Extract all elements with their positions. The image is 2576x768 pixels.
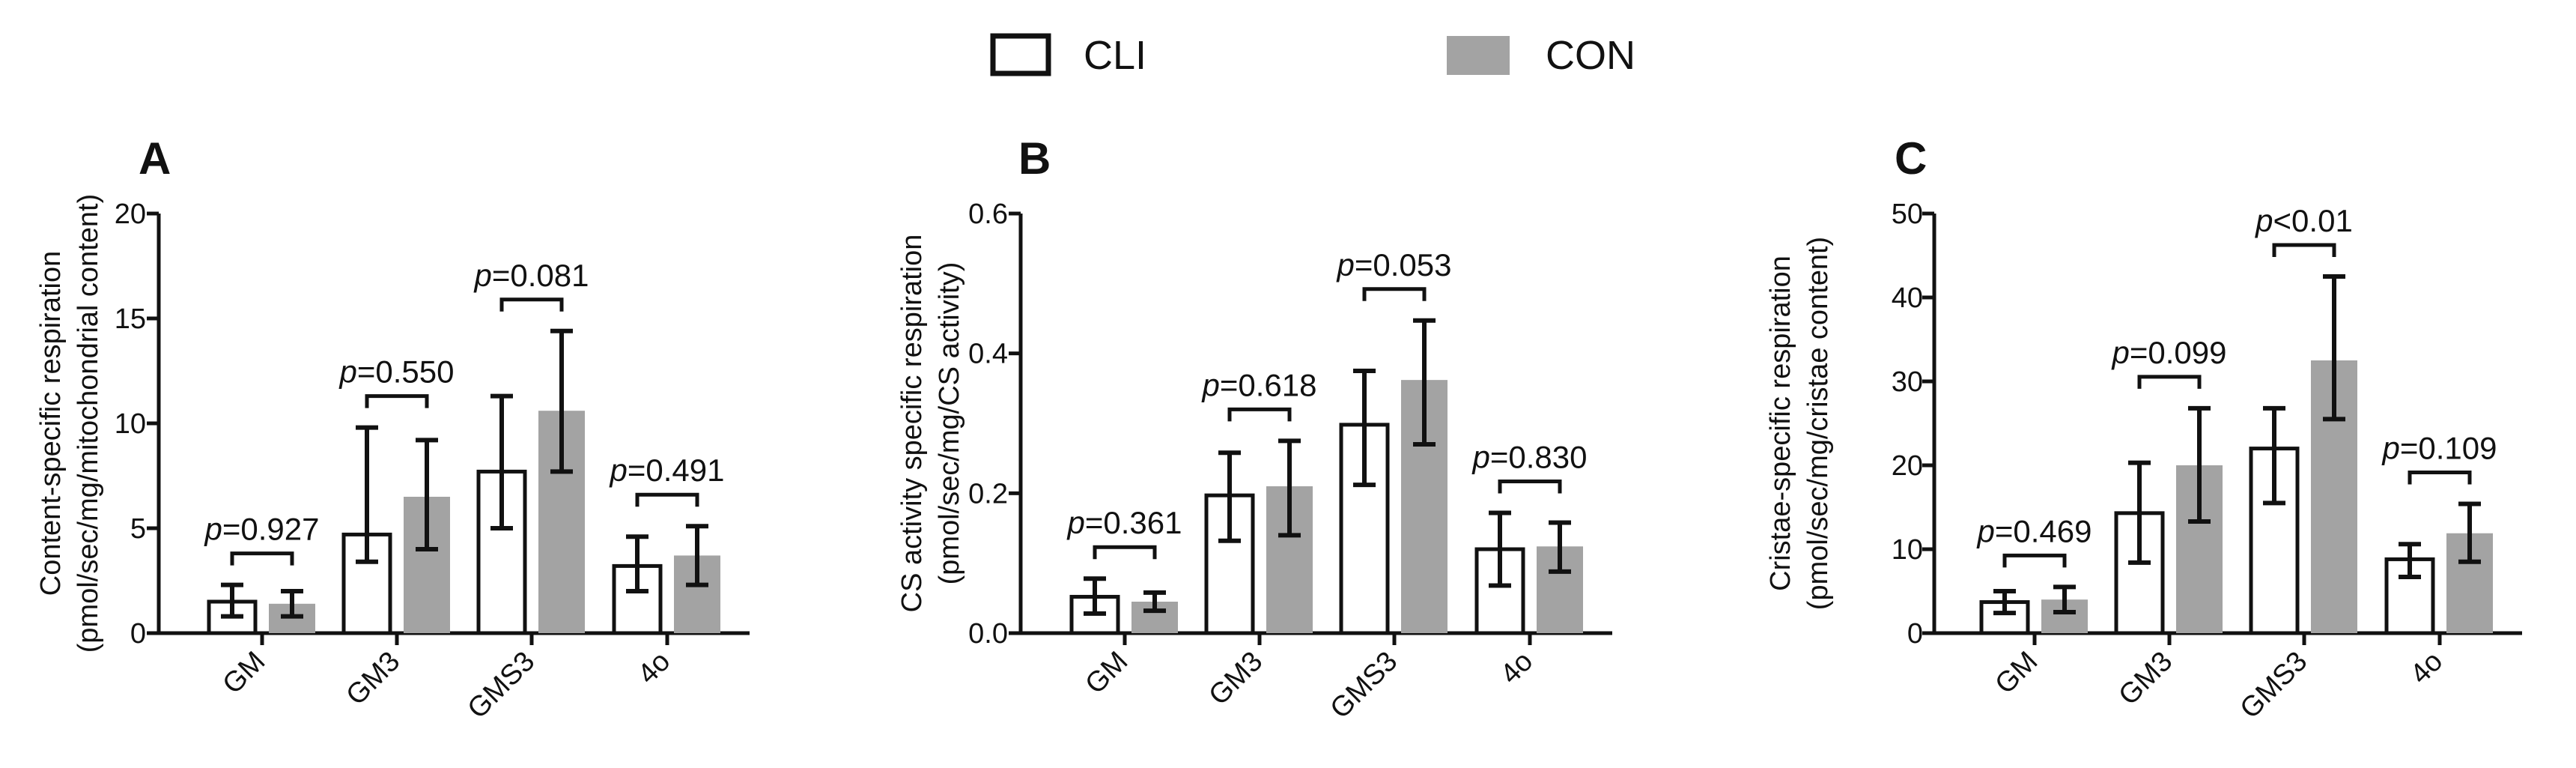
p-value-label: p=0.927 bbox=[204, 512, 320, 547]
significance-bracket bbox=[2272, 243, 2336, 257]
y-tick-label: 15 bbox=[115, 303, 146, 335]
x-tick-label: GM bbox=[216, 646, 271, 701]
p-value-label: p=0.618 bbox=[1201, 367, 1317, 402]
legend: CLI CON bbox=[990, 33, 1635, 78]
p-value-label: p=0.081 bbox=[473, 258, 589, 293]
y-tick-label: 0.2 bbox=[968, 478, 1008, 510]
y-tick-label: 30 bbox=[1892, 366, 1923, 398]
x-tick-label: GMS3 bbox=[2235, 646, 2314, 725]
legend-label-cli: CLI bbox=[1084, 33, 1146, 78]
y-tick-label: 0.4 bbox=[968, 339, 1008, 370]
p-value-label: p=0.109 bbox=[2381, 431, 2497, 466]
y-tick-label: 5 bbox=[130, 513, 146, 545]
x-tick-label: GMS3 bbox=[462, 646, 541, 725]
x-tick-label: GM3 bbox=[340, 646, 406, 712]
y-axis-label: Cristae-specific respiration bbox=[1765, 256, 1796, 591]
significance-bracket bbox=[365, 394, 429, 408]
p-value-label: p=0.550 bbox=[338, 354, 455, 390]
p-value-label: p=0.053 bbox=[1336, 247, 1452, 282]
panel-label: C bbox=[1895, 133, 1927, 184]
y-tick-label: 20 bbox=[1892, 450, 1923, 482]
y-tick-label: 0 bbox=[130, 618, 146, 650]
legend-swatch-con bbox=[1447, 36, 1510, 75]
significance-bracket bbox=[1093, 545, 1157, 560]
significance-bracket bbox=[499, 297, 564, 312]
significance-bracket bbox=[2002, 553, 2067, 568]
legend-label-con: CON bbox=[1546, 33, 1635, 78]
significance-bracket bbox=[1362, 287, 1427, 301]
significance-bracket bbox=[2137, 375, 2202, 389]
y-tick-label: 0 bbox=[1907, 618, 1923, 650]
y-tick-label: 0.6 bbox=[968, 199, 1008, 230]
p-value-label: p=0.830 bbox=[1471, 439, 1588, 474]
panel-b: B CS activity specific respiration (pmol/s… bbox=[896, 133, 1612, 725]
panel-a: A Content-specific respiration (pmol/sec/m… bbox=[35, 133, 750, 725]
p-value-label: p=0.099 bbox=[2111, 335, 2227, 370]
p-value-label: p<0.01 bbox=[2254, 203, 2353, 238]
y-axis-label: CS activity specific respiration bbox=[896, 235, 928, 613]
bar-cli-gm3 bbox=[341, 532, 392, 635]
panel-c: C Cristae-specific respiration (pmol/sec/m… bbox=[1765, 133, 2522, 725]
significance-bracket bbox=[635, 492, 699, 507]
y-tick-label: 20 bbox=[115, 199, 146, 230]
significance-bracket bbox=[230, 551, 294, 566]
panel-label: A bbox=[139, 133, 171, 184]
y-tick-label: 10 bbox=[115, 408, 146, 440]
y-axis-label-units: (pmol/sec/mg/cristae content) bbox=[1802, 237, 1834, 610]
x-tick-label: GM3 bbox=[1203, 646, 1269, 712]
y-tick-label: 40 bbox=[1892, 282, 1923, 314]
p-value-label: p=0.491 bbox=[609, 453, 725, 488]
x-tick-label: GMS3 bbox=[1325, 646, 1404, 725]
y-tick-label: 0.0 bbox=[968, 618, 1008, 650]
y-axis-label: Content-specific respiration bbox=[35, 251, 67, 596]
y-tick-label: 50 bbox=[1892, 199, 1923, 230]
x-tick-label: GM bbox=[1079, 646, 1134, 701]
x-tick-label: GM bbox=[1989, 646, 2044, 701]
significance-bracket bbox=[1227, 407, 1292, 422]
x-tick-label: GM3 bbox=[2112, 646, 2178, 712]
p-value-label: p=0.361 bbox=[1066, 505, 1182, 540]
panel-label: B bbox=[1018, 133, 1051, 184]
x-tick-label: 4o bbox=[2405, 646, 2449, 691]
y-axis-label-units: (pmol/sec/mg/mitochondrial content) bbox=[73, 194, 104, 653]
significance-bracket bbox=[1498, 479, 1562, 494]
y-axis-label-units: (pmol/sec/mg/CS activity) bbox=[934, 262, 965, 585]
x-tick-label: 4o bbox=[632, 646, 677, 691]
y-tick-label: 10 bbox=[1892, 534, 1923, 566]
legend-swatch-cli bbox=[990, 33, 1051, 76]
p-value-label: p=0.469 bbox=[1976, 513, 2092, 548]
significance-bracket bbox=[2408, 471, 2472, 485]
x-tick-label: 4o bbox=[1495, 646, 1540, 691]
